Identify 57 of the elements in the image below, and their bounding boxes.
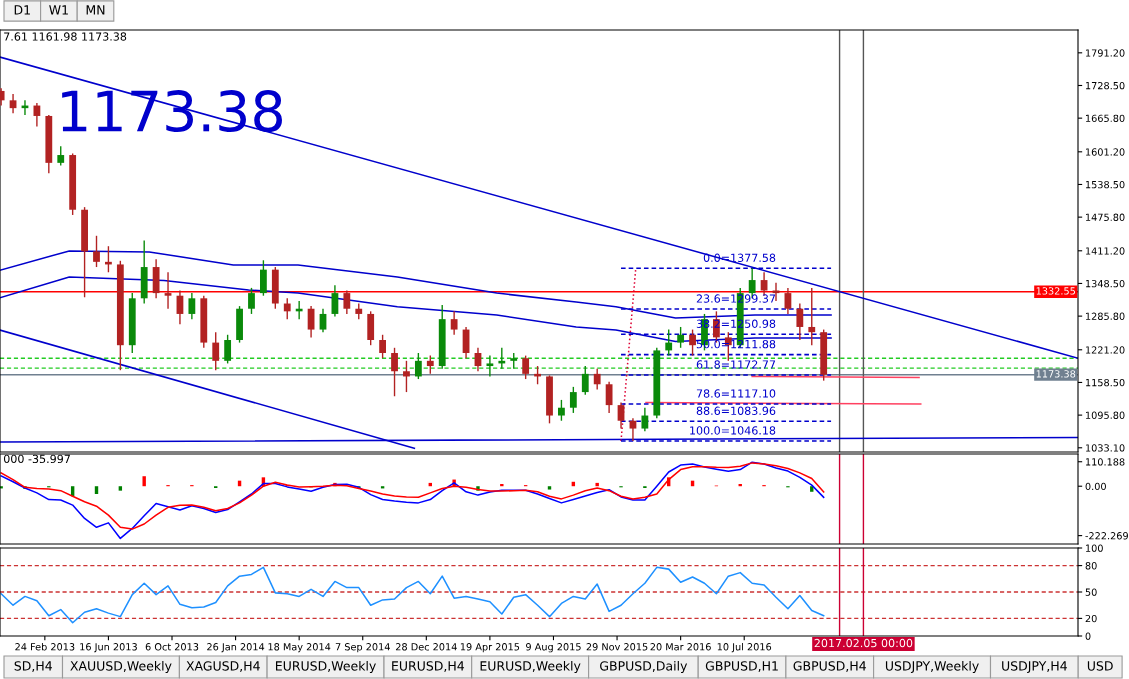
y-tick-label: 1538.50 — [1086, 180, 1125, 189]
annotation: 78.6=1117.10 — [696, 389, 776, 398]
y-tick-label: 0 — [1085, 632, 1091, 640]
text: EURUSD,Weekly — [276, 660, 376, 674]
text: EURUSD,Weekly — [480, 660, 581, 674]
annotation: 61.8=1172.77 — [696, 360, 776, 369]
y-tick-label: 1285.80 — [1086, 312, 1125, 320]
y-tick-label: 1095.80 — [1086, 411, 1125, 419]
y-tick-label: 110.188 — [1086, 458, 1125, 466]
text: XAGUSD,H4 — [186, 661, 260, 672]
text: USD — [1087, 661, 1113, 671]
y-tick-label: 1728.50 — [1086, 81, 1125, 90]
y-tick-label: 0.00 — [1085, 482, 1106, 491]
annotation: 000 -35.997 — [3, 454, 70, 464]
text: XAUUSD,Weekly — [70, 660, 172, 674]
x-tick-label: 9 Aug 2015 — [526, 643, 581, 653]
x-tick-label: 29 Nov 2015 — [586, 643, 648, 651]
text: EURUSD,H4 — [392, 661, 465, 672]
annotation: 7.61 1161.98 1173.38 — [4, 32, 127, 41]
text: GBPUSD,H1 — [705, 661, 778, 672]
x-tick-label: 24 Feb 2013 — [15, 642, 75, 651]
x-tick-label: 19 Apr 2015 — [460, 643, 520, 653]
x-tick-label: 28 Dec 2014 — [395, 643, 457, 651]
y-tick-label: 80 — [1085, 562, 1097, 570]
x-tick-label: 7 Sep 2014 — [335, 643, 390, 653]
ref-line-label: 2017.02.05 00:00 — [814, 638, 913, 648]
text: GBPUSD,H4 — [793, 661, 866, 672]
y-tick-label: 1221.20 — [1086, 346, 1125, 354]
text: USDJPY,H4 — [1002, 661, 1067, 673]
y-tick-label: 20 — [1085, 614, 1097, 623]
x-tick-label: 10 Jul 2016 — [717, 642, 772, 653]
y-tick-label: 1791.20 — [1086, 49, 1125, 57]
x-tick-label: 18 May 2014 — [268, 643, 331, 653]
y-tick-label: 100 — [1086, 544, 1103, 552]
y-tick-label: 1158.50 — [1086, 378, 1125, 387]
y-tick-label: -222.269 — [1085, 532, 1128, 540]
text: D1 — [14, 5, 30, 15]
y-tick-label: 50 — [1085, 588, 1097, 596]
annotation: 100.0=1046.18 — [690, 426, 776, 435]
x-tick-label: 6 Oct 2013 — [145, 643, 199, 651]
y-tick-label: 1033.10 — [1086, 444, 1125, 452]
text: MN — [86, 5, 105, 15]
y-tick-label: 1475.80 — [1086, 213, 1125, 221]
text: SD,H4 — [14, 661, 52, 672]
ref-line-label: 1332.55 — [1036, 287, 1075, 295]
x-tick-label: 26 Jan 2014 — [207, 643, 265, 653]
ref-line-label: 1173.38 — [1036, 370, 1076, 378]
y-tick-label: 1601.20 — [1086, 148, 1125, 156]
y-tick-label: 1348.50 — [1086, 279, 1125, 288]
text: W1 — [49, 5, 68, 15]
x-tick-label: 20 Mar 2016 — [650, 643, 711, 651]
x-tick-label: 16 Jun 2013 — [80, 643, 137, 653]
annotation: 88.6=1083.96 — [696, 406, 776, 415]
y-tick-label: 1411.20 — [1086, 247, 1125, 255]
y-tick-label: 1665.80 — [1086, 114, 1125, 122]
text: USDJPY,Weekly — [885, 660, 979, 674]
text: GBPUSD,Daily — [600, 660, 688, 674]
